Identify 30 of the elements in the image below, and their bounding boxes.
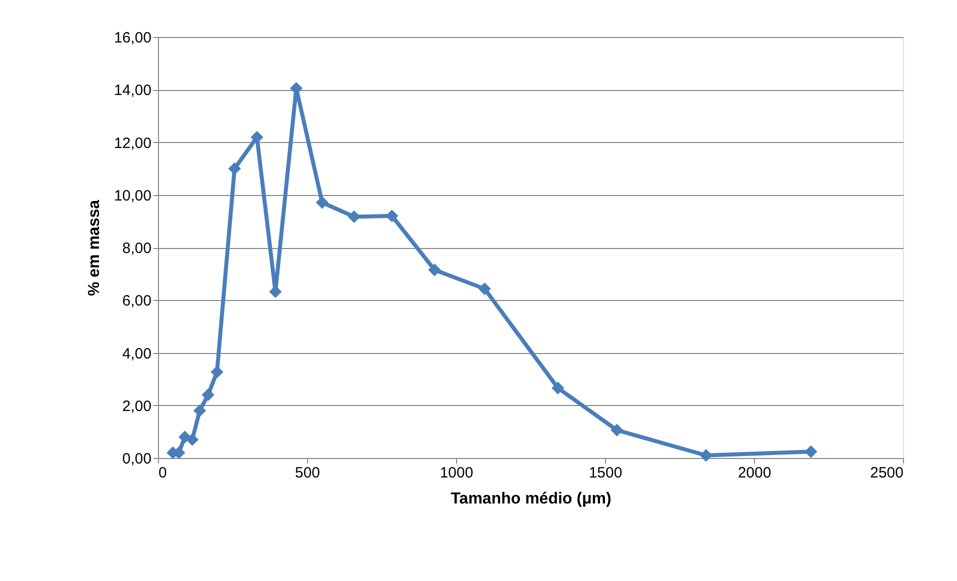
x-tick-label: 2500 xyxy=(870,464,904,482)
x-tick-label: 0 xyxy=(158,464,167,482)
y-tick-label: 6,00 xyxy=(122,292,152,310)
y-tick-label: 4,00 xyxy=(122,345,152,362)
x-tick-label: 500 xyxy=(294,464,320,482)
point xyxy=(700,449,712,462)
point xyxy=(316,196,329,209)
point xyxy=(478,282,491,296)
x-tick-label: 1500 xyxy=(588,464,622,482)
point xyxy=(348,210,360,224)
x-tick-label: 2000 xyxy=(738,464,772,482)
y-tick-label: 12,00 xyxy=(114,134,152,152)
y-tick-label: 16,00 xyxy=(114,30,152,46)
point xyxy=(428,264,441,276)
point xyxy=(804,445,818,458)
y-tick-label: 8,00 xyxy=(122,240,152,257)
point xyxy=(552,382,564,394)
point xyxy=(186,433,199,446)
y-tick-label: 2,00 xyxy=(122,398,152,415)
point xyxy=(228,162,241,175)
point xyxy=(610,424,624,436)
y-tick-label: 0,00 xyxy=(122,450,152,468)
y-axis-title: % em massa xyxy=(86,200,103,296)
y-tick-label: 14,00 xyxy=(114,82,152,100)
point xyxy=(210,366,224,378)
y-tick-label: 10,00 xyxy=(114,187,152,204)
x-tick-label: 1000 xyxy=(440,464,474,482)
point xyxy=(202,388,214,402)
point xyxy=(193,404,206,417)
x-axis-title: Tamanho médio (μm) xyxy=(450,490,612,508)
